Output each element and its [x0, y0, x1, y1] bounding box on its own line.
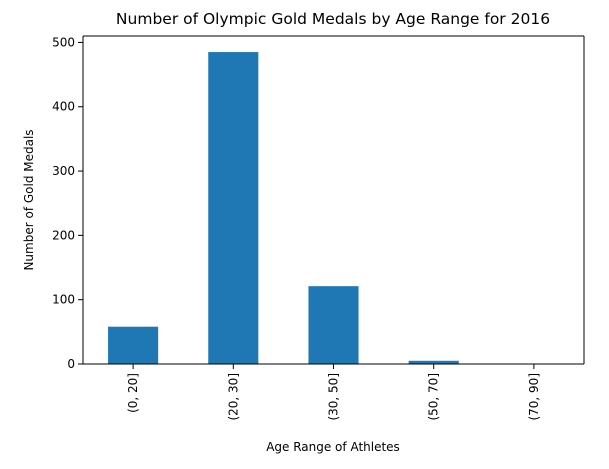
- y-tick-label: 0: [67, 357, 75, 371]
- x-tick-label: (20, 30]: [226, 373, 240, 421]
- bar: [108, 326, 159, 364]
- x-tick-label: (70, 90]: [527, 373, 541, 421]
- x-tick-label: (30, 50]: [327, 373, 341, 421]
- chart-title: Number of Olympic Gold Medals by Age Ran…: [116, 10, 550, 28]
- y-tick-label: 300: [52, 164, 75, 178]
- y-tick-label: 400: [52, 100, 75, 114]
- bar: [208, 52, 259, 364]
- bar: [408, 360, 459, 364]
- y-axis-label: Number of Gold Medals: [22, 129, 36, 270]
- x-tick-label: (50, 70]: [427, 373, 441, 421]
- bars-group: [108, 52, 459, 364]
- x-tick-label: (0, 20]: [126, 373, 140, 413]
- ticks-group: 0 100 200 300 400 500 (0, 20] (20, 30] (30, 50] (…: [52, 35, 541, 420]
- bar: [308, 286, 359, 364]
- y-tick-label: 200: [52, 228, 75, 242]
- y-tick-label: 500: [52, 35, 75, 49]
- y-tick-label: 100: [52, 293, 75, 307]
- x-axis-label: Age Range of Athletes: [266, 440, 400, 454]
